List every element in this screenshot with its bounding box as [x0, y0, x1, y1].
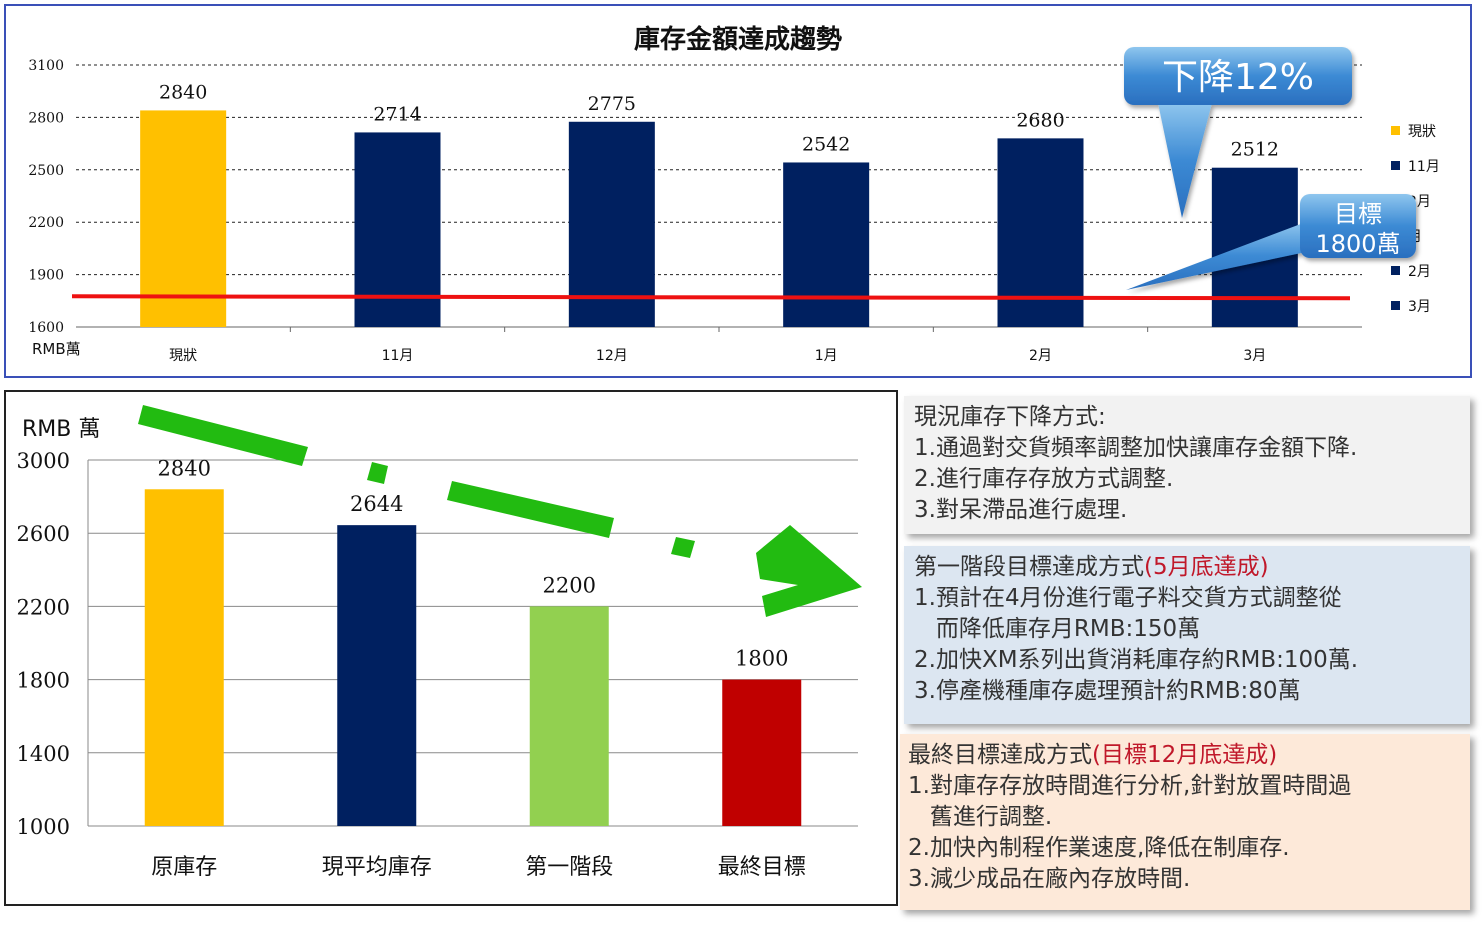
bar-value-label: 2840 — [159, 81, 207, 103]
bar-value-label: 2714 — [373, 103, 421, 125]
inventory-trend-chart: 庫存金額達成趨勢 1600 1900 2200 2500 2800 3100 2840 27… — [28, 24, 1440, 364]
x-tick-label: 原庫存 — [151, 855, 217, 880]
decline-callout — [1124, 47, 1352, 218]
target-callout-line1: 目標 — [1334, 200, 1382, 228]
legend-label: 現狀 — [1408, 124, 1436, 140]
target-callout-line2: 1800萬 — [1315, 230, 1401, 258]
final-title-text: 最終目標達成方式 — [908, 742, 1092, 768]
bar-value-label: 2200 — [543, 573, 596, 597]
y-tick-label: 3100 — [28, 58, 64, 74]
current-method-title: 現況庫存下降方式: — [914, 404, 1106, 430]
x-tick-label: 1月 — [815, 348, 838, 364]
bar — [337, 525, 417, 826]
bar — [997, 138, 1084, 327]
final-method-line: 2.加快內制程作業速度,降低在制庫存. — [908, 835, 1290, 861]
bar-value-label: 2840 — [158, 456, 211, 480]
legend-label: 11月 — [1408, 159, 1440, 175]
y-tick-label: 2600 — [17, 522, 70, 546]
final-method-panel: 最終目標達成方式(目標12月底達成) 1.對庫存存放時間進行分析,針對放置時間過… — [900, 734, 1470, 910]
legend-label: 3月 — [1408, 299, 1431, 315]
x-tick-label: 3月 — [1243, 348, 1266, 364]
x-tick-label: 11月 — [382, 348, 414, 364]
bar-value-label: 2775 — [588, 93, 636, 115]
target-callout — [1126, 194, 1416, 290]
legend-swatch — [1391, 126, 1400, 135]
y-tick-label: 2500 — [28, 163, 64, 179]
y-tick-label: 1000 — [17, 815, 70, 839]
inventory-target-chart: RMB 萬 1000 1400 1800 2200 2600 3000 2840 2644 2… — [17, 405, 862, 880]
final-title-note: (目標12月底達成) — [1092, 742, 1278, 768]
current-method-line: 2.進行庫存存放方式調整. — [914, 466, 1174, 492]
bar — [144, 489, 224, 826]
bar — [783, 162, 870, 327]
bar — [568, 121, 655, 328]
bar — [354, 132, 441, 327]
y-tick-label: 2200 — [28, 215, 64, 231]
stage1-method-line: 2.加快XM系列出貨消耗庫存約RMB:100萬. — [914, 647, 1359, 673]
y-tick-label: 3000 — [17, 449, 70, 473]
stage1-method-line: 而降低庫存月RMB:150萬 — [914, 616, 1201, 642]
final-method-line: 1.對庫存存放時間進行分析,針對放置時間過 — [908, 773, 1352, 799]
y-tick-label: 2800 — [28, 110, 64, 126]
x-tick-label: 第一階段 — [525, 855, 613, 880]
legend-swatch — [1391, 301, 1400, 310]
bar — [140, 110, 227, 327]
bar-value-label: 2542 — [802, 133, 850, 155]
stage1-title-note: (5月底達成) — [1144, 554, 1269, 580]
bar — [722, 679, 802, 826]
x-tick-label: 最終目標 — [718, 855, 806, 880]
current-method-line: 1.通過對交貨頻率調整加快讓庫存金額下降. — [914, 435, 1358, 461]
final-method-line: 舊進行調整. — [908, 804, 1053, 830]
chart2-y-unit: RMB 萬 — [22, 417, 100, 442]
stage1-method-line: 3.停產機種庫存處理預計約RMB:80萬 — [914, 678, 1301, 704]
y-tick-label: 1900 — [28, 268, 64, 284]
x-tick-label: 現狀 — [169, 348, 197, 364]
bar-value-label: 1800 — [735, 647, 788, 671]
stage1-method-panel: 第一階段目標達成方式(5月底達成) 1.預計在4月份進行電子料交貨方式調整從 而… — [904, 546, 1470, 724]
x-tick-label: 2月 — [1029, 348, 1052, 364]
decline-callout-label: 下降12% — [1161, 57, 1315, 98]
final-method-line: 3.減少成品在廠內存放時間. — [908, 866, 1191, 892]
bar-value-label: 2644 — [350, 492, 403, 516]
legend-swatch — [1391, 161, 1400, 170]
bar — [529, 606, 609, 826]
y-tick-label: 1800 — [17, 669, 70, 693]
legend-label: 2月 — [1408, 264, 1431, 280]
stage1-method-line: 1.預計在4月份進行電子料交貨方式調整從 — [914, 585, 1342, 611]
current-method-panel: 現況庫存下降方式: 1.通過對交貨頻率調整加快讓庫存金額下降. 2.進行庫存存放… — [904, 396, 1470, 534]
chart1-y-unit: RMB萬 — [32, 340, 81, 358]
x-tick-label: 現平均庫存 — [322, 855, 432, 880]
y-tick-label: 2200 — [17, 595, 70, 619]
target-line — [71, 294, 1351, 301]
stage1-method-title: 第一階段目標達成方式(5月底達成) — [914, 552, 1460, 583]
bar-value-label: 2680 — [1016, 109, 1064, 131]
bar-value-label: 2512 — [1231, 139, 1279, 161]
x-tick-label: 12月 — [596, 348, 628, 364]
legend-swatch — [1391, 266, 1400, 275]
y-tick-label: 1400 — [17, 742, 70, 766]
y-tick-label: 1600 — [28, 320, 64, 336]
trend-arrow — [138, 405, 862, 617]
chart1-title: 庫存金額達成趨勢 — [634, 24, 842, 55]
stage1-title-text: 第一階段目標達成方式 — [914, 554, 1144, 580]
current-method-line: 3.對呆滯品進行處理. — [914, 497, 1128, 523]
final-method-title: 最終目標達成方式(目標12月底達成) — [908, 740, 1460, 771]
